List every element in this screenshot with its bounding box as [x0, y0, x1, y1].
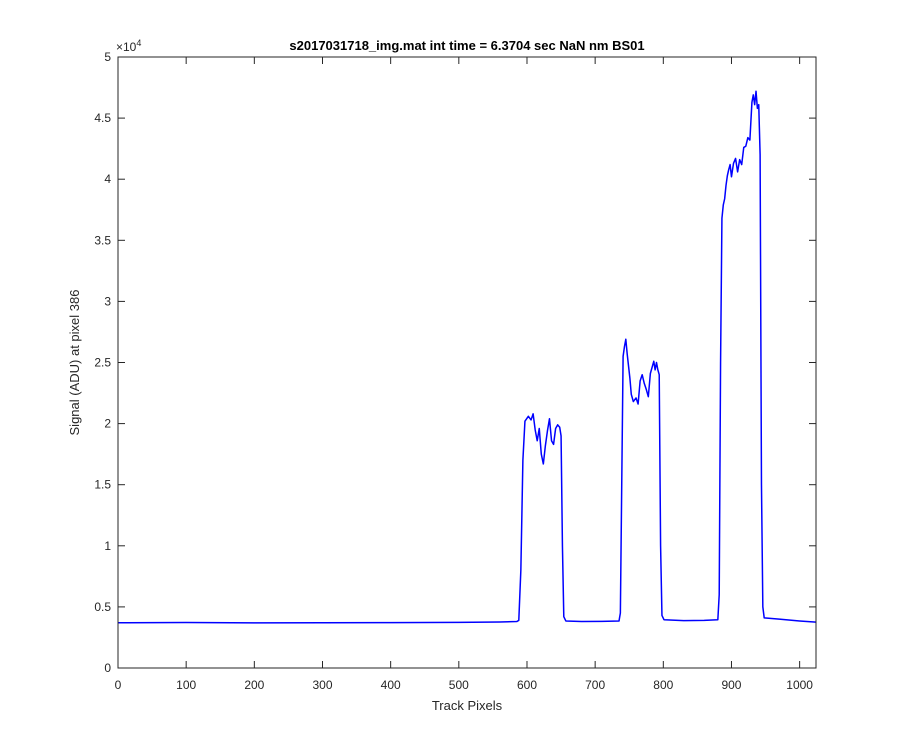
- series-layer: [117, 90, 817, 624]
- x-axis-label: Track Pixels: [432, 698, 503, 713]
- y-tick-label: 3: [104, 294, 111, 308]
- y-tick-label: 3.5: [94, 233, 111, 247]
- x-tick-label: 0: [115, 678, 122, 692]
- series-line: [117, 90, 817, 624]
- y-tick-label: 2: [104, 417, 111, 431]
- x-tick-label: 500: [449, 678, 469, 692]
- x-tick-label: 800: [653, 678, 673, 692]
- y-tick-label: 0: [104, 661, 111, 675]
- x-tick-label: 700: [585, 678, 605, 692]
- y-exponent-base: ×10: [116, 40, 137, 54]
- y-axis-ticks: 0 0.5 1 1.5 2 2.5 3 3.5 4 4.5 5: [94, 50, 816, 675]
- x-tick-label: 900: [721, 678, 741, 692]
- plot-area: [118, 57, 816, 668]
- x-tick-label: 100: [176, 678, 196, 692]
- y-axis-exponent: ×104: [116, 38, 141, 54]
- y-exponent-power: 4: [136, 38, 141, 48]
- x-tick-label: 300: [312, 678, 332, 692]
- y-axis-label: Signal (ADU) at pixel 386: [67, 290, 82, 436]
- y-tick-label: 0.5: [94, 600, 111, 614]
- y-tick-label: 5: [104, 50, 111, 64]
- chart-title: s2017031718_img.mat int time = 6.3704 se…: [289, 38, 644, 53]
- axes-box: [117, 56, 817, 669]
- x-tick-label: 200: [244, 678, 264, 692]
- x-tick-label: 600: [517, 678, 537, 692]
- x-axis-ticks: 0 100 200 300 400 500 600 700 800 900 1000: [115, 57, 813, 692]
- y-tick-label: 4.5: [94, 111, 111, 125]
- y-tick-label: 1: [104, 539, 111, 553]
- y-tick-label: 2.5: [94, 356, 111, 370]
- x-tick-label: 1000: [786, 678, 813, 692]
- y-tick-label: 4: [104, 172, 111, 186]
- y-tick-label: 1.5: [94, 478, 111, 492]
- x-tick-label: 400: [381, 678, 401, 692]
